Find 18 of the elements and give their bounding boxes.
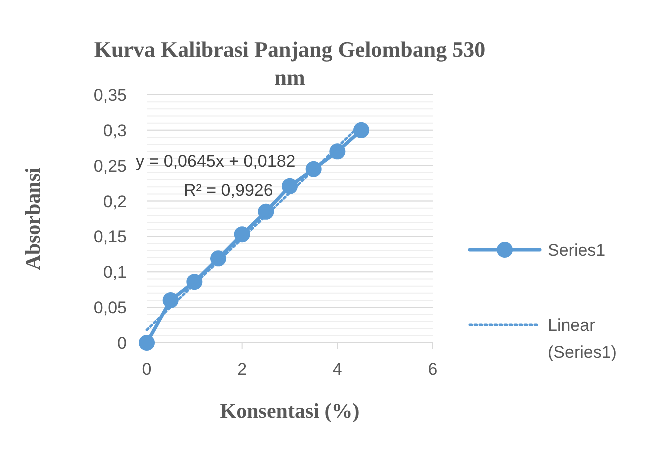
legend-label: Linear (Series1) [548, 316, 617, 362]
y-tick-label: 0 [118, 334, 127, 353]
x-axis-title: Konsentasi (%) [220, 399, 360, 423]
legend-label: Series1 [548, 241, 606, 260]
annotation: R² = 0,9926 [184, 181, 274, 200]
x-tick-label: 0 [142, 360, 152, 379]
x-tick-label: 6 [428, 360, 438, 379]
y-tick-label: 0,3 [103, 121, 127, 140]
y-tick-label: 0,1 [103, 263, 127, 282]
x-tick-label: 4 [332, 360, 342, 379]
x-tick-label: 2 [238, 360, 248, 379]
annotation: y = 0,0645x + 0,0182 [136, 152, 296, 171]
y-tick-label: 0,25 [94, 156, 127, 176]
y-tick-label: 0,15 [94, 228, 127, 247]
y-tick-label: 0,05 [94, 298, 127, 318]
point [139, 335, 155, 351]
y-tick-label: 0,2 [103, 192, 127, 212]
y-axis-title: Absorbansi [21, 167, 45, 270]
